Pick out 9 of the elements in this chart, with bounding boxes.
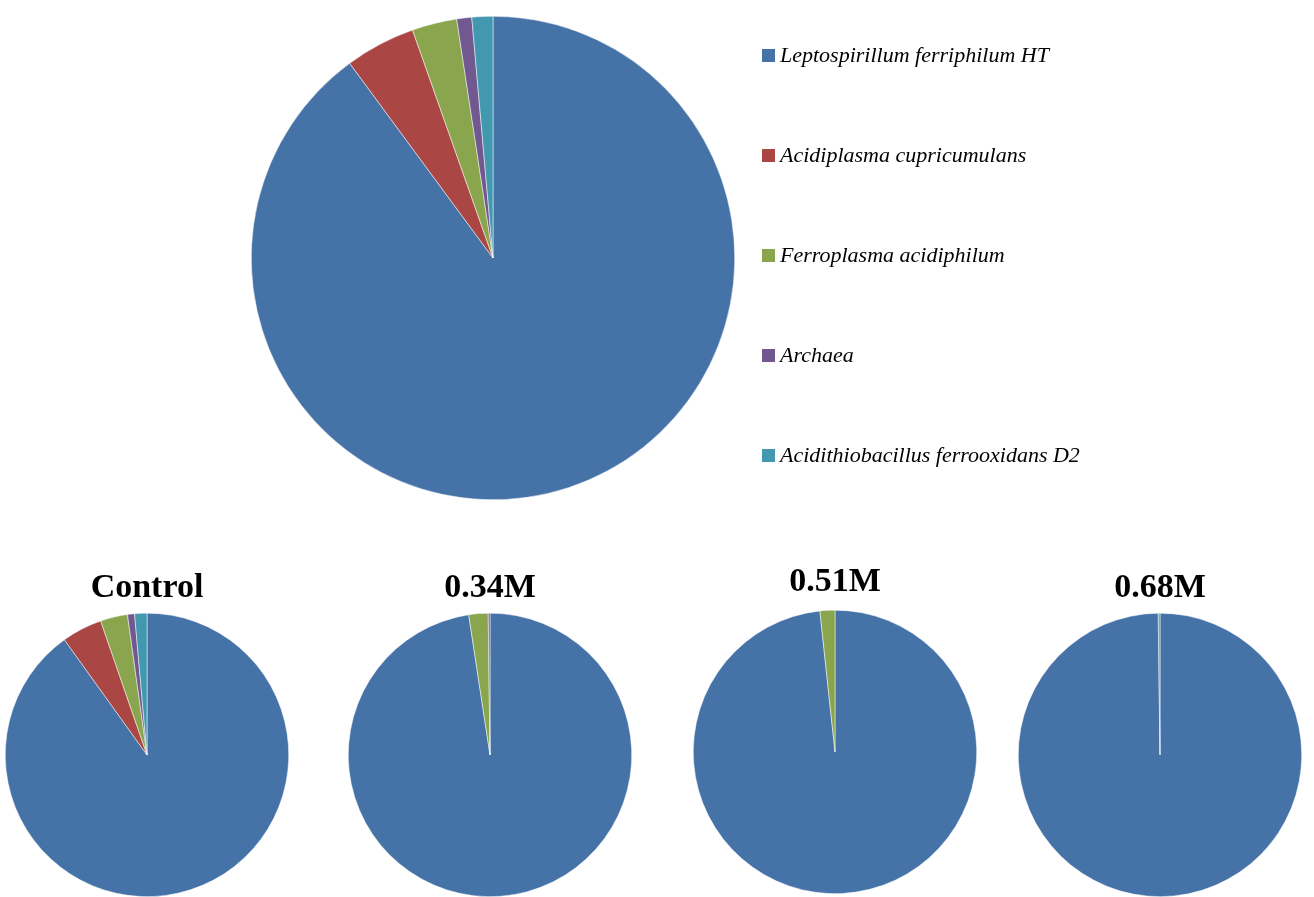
legend-label: Archaea (780, 342, 854, 368)
chart-title: 0.68M (1114, 567, 1206, 605)
legend-label: Acidiplasma cupricumulans (780, 142, 1027, 168)
legend-label: Ferroplasma acidiphilum (780, 242, 1005, 268)
chart-title: 0.34M (444, 567, 536, 605)
chart-title: Control (90, 567, 204, 605)
chart-title: 0.51M (789, 561, 881, 599)
legend-label: Acidithiobacillus ferrooxidans D2 (780, 442, 1080, 468)
legend-label: Leptospirillum ferriphilum HT (780, 42, 1049, 68)
